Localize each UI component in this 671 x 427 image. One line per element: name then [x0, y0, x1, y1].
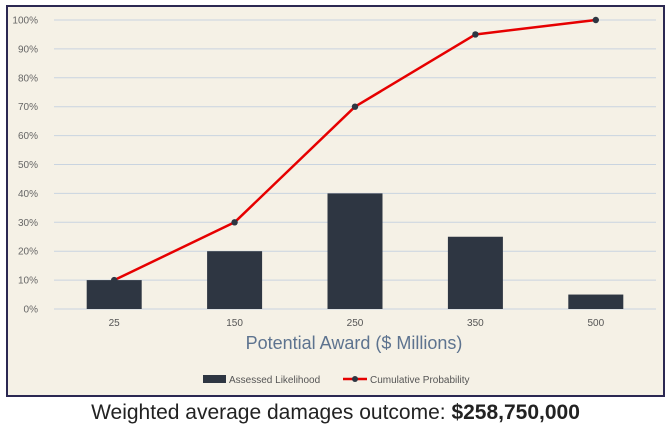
y-tick-label: 10% [18, 276, 38, 287]
bar [86, 280, 142, 309]
y-tick-label: 50% [18, 160, 38, 171]
x-tick-label: 250 [347, 318, 364, 329]
line-point [472, 31, 479, 38]
line-point [111, 276, 118, 284]
x-tick-label: 25 [109, 318, 121, 329]
caption-value: $258,750,000 [451, 401, 580, 424]
legend: Assessed Likelihood Cumulative Probabili… [203, 375, 470, 386]
chart-frame: 0% 10% 20% 30% 40% 50% 60% 70% 80% 90% 100% 25 150 2… [6, 5, 665, 397]
line-markers [111, 16, 599, 284]
y-tick-label: 20% [18, 247, 38, 258]
line-point [351, 103, 359, 110]
x-tick-label: 150 [226, 318, 243, 329]
y-axis-ticks: 0% 10% 20% 30% 40% 50% 60% 70% 80% 90% 100% [12, 16, 38, 316]
y-tick-label: 40% [18, 189, 38, 200]
legend-bar-swatch [203, 375, 226, 383]
y-tick-label: 100% [12, 16, 38, 27]
y-tick-label: 70% [18, 102, 38, 113]
bars [86, 193, 624, 309]
y-tick-label: 30% [18, 218, 38, 229]
x-axis-ticks: 25 150 250 350 500 [109, 318, 605, 329]
legend-line-label: Cumulative Probability [370, 375, 470, 386]
bar [568, 294, 624, 309]
bar [447, 236, 503, 309]
line-point [592, 16, 599, 24]
legend-bar-label: Assessed Likelihood [229, 375, 320, 386]
caption-label: Weighted average damages outcome: [91, 401, 446, 424]
x-tick-label: 500 [587, 318, 604, 329]
bar [327, 193, 383, 309]
line-point [231, 219, 238, 226]
y-tick-label: 90% [18, 44, 38, 55]
y-tick-label: 0% [24, 305, 39, 316]
weighted-average-caption: Weighted average damages outcome: $258,7… [0, 399, 671, 427]
y-tick-label: 80% [18, 73, 38, 84]
legend-line-marker [352, 376, 358, 382]
x-axis-label: Potential Award ($ Millions) [246, 333, 463, 353]
y-tick-label: 60% [18, 131, 38, 142]
x-tick-label: 350 [467, 318, 484, 329]
chart: 0%10%20%30%40%50%60%70%80%90%100% 25 150 2… [8, 7, 663, 395]
bar [207, 251, 263, 309]
